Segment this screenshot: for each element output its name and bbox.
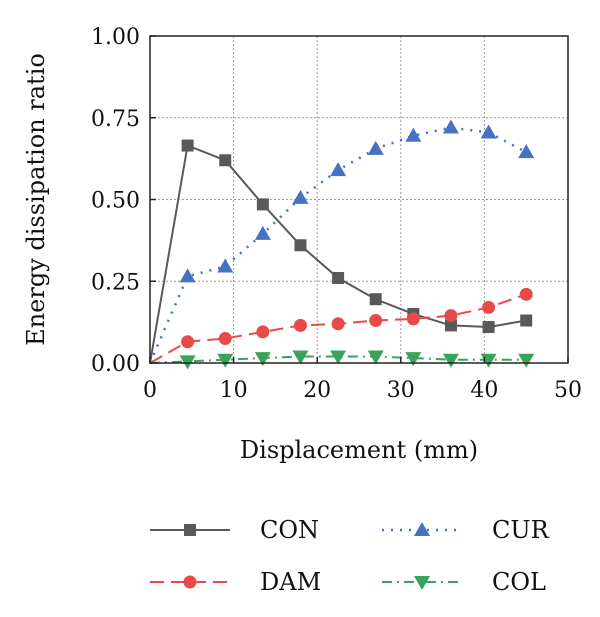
- data-point-con: [369, 293, 382, 306]
- y-tick-label: 0.75: [91, 107, 140, 132]
- series-con: [149, 139, 533, 364]
- legend-marker: [414, 522, 430, 536]
- data-point-con: [181, 139, 194, 152]
- legend-label: CUR: [492, 516, 550, 544]
- legend: CON CUR DAM COL: [150, 516, 550, 596]
- legend-label: COL: [492, 568, 546, 596]
- series-col: [149, 350, 535, 370]
- y-tick-label: 0.00: [91, 352, 140, 377]
- data-point-con: [219, 154, 232, 167]
- legend-entry-cur: CUR: [382, 516, 550, 544]
- data-point-con: [294, 239, 307, 252]
- data-point-col: [254, 352, 271, 367]
- data-point-cur: [292, 189, 309, 204]
- legend-entry-con: CON: [150, 516, 319, 544]
- data-point-dam: [218, 331, 232, 345]
- data-point-col: [518, 353, 535, 368]
- x-axis-title: Displacement (mm): [240, 436, 478, 464]
- x-tick-label: 40: [470, 378, 498, 403]
- data-point-con: [256, 198, 269, 211]
- data-point-col: [442, 353, 459, 368]
- legend-marker: [184, 524, 196, 536]
- data-point-cur: [217, 258, 234, 273]
- data-point-cur: [367, 140, 384, 155]
- data-point-con: [332, 271, 345, 284]
- data-point-dam: [256, 325, 270, 339]
- series-line-con: [149, 144, 527, 364]
- data-point-dam: [519, 287, 533, 301]
- axis-ticks: 0 10 20 30 40 50 0.00 0.25 0.50 0.75 1.00: [91, 25, 582, 403]
- data-point-dam: [444, 309, 458, 323]
- data-point-cur: [330, 162, 347, 177]
- series-line-col: [149, 355, 527, 364]
- x-tick-label: 50: [554, 378, 582, 403]
- series-area: [148, 119, 535, 370]
- data-point-cur: [179, 268, 196, 283]
- legend-marker: [183, 575, 197, 589]
- data-point-con: [520, 314, 533, 327]
- data-point-con: [444, 319, 457, 332]
- series-cur: [148, 119, 535, 364]
- data-point-cur: [518, 144, 535, 159]
- data-point-dam: [369, 313, 383, 327]
- x-tick-label: 30: [387, 378, 415, 403]
- data-point-cur: [405, 127, 422, 142]
- data-point-col: [480, 353, 497, 368]
- y-tick-label: 1.00: [91, 25, 140, 50]
- data-point-cur: [480, 124, 497, 139]
- data-point-dam: [482, 300, 496, 314]
- legend-entry-dam: DAM: [150, 568, 321, 596]
- y-axis-title: Energy dissipation ratio: [22, 53, 50, 346]
- legend-entry-col: COL: [382, 568, 546, 596]
- data-point-dam: [406, 312, 420, 326]
- grid: [150, 36, 568, 363]
- data-point-col: [367, 350, 384, 365]
- data-point-dam: [181, 335, 195, 349]
- legend-marker: [414, 576, 430, 590]
- x-tick-label: 10: [220, 378, 248, 403]
- data-point-dam: [331, 317, 345, 331]
- data-point-dam: [293, 318, 307, 332]
- data-point-con: [482, 321, 495, 334]
- x-tick-label: 20: [303, 378, 331, 403]
- data-point-col: [330, 350, 347, 365]
- legend-label: DAM: [260, 568, 321, 596]
- data-point-cur: [442, 119, 459, 134]
- x-tick-label: 0: [143, 378, 157, 403]
- y-tick-label: 0.50: [91, 189, 140, 214]
- data-point-col: [405, 352, 422, 367]
- data-point-col: [217, 353, 234, 368]
- data-point-cur: [254, 225, 271, 240]
- series-dam: [149, 287, 533, 364]
- y-tick-label: 0.25: [91, 270, 140, 295]
- data-point-col: [292, 350, 309, 365]
- legend-label: CON: [260, 516, 319, 544]
